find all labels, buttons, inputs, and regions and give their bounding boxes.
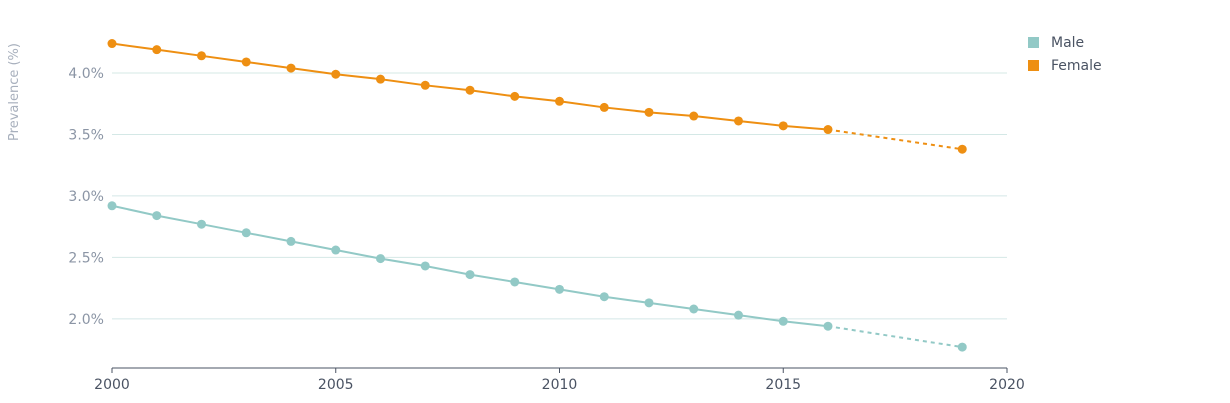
data-point-male[interactable] — [197, 219, 206, 229]
data-point-male[interactable] — [465, 270, 475, 280]
projection-line-male — [827, 325, 963, 349]
data-point-female[interactable] — [420, 80, 430, 90]
data-point-female[interactable] — [286, 63, 296, 73]
legend-swatch-male — [1028, 37, 1039, 48]
y-tick-label: 3.0% — [68, 189, 104, 205]
legend: Male Female — [1028, 31, 1102, 77]
x-tick-label: 2015 — [765, 377, 801, 393]
data-point-female[interactable] — [689, 111, 699, 121]
data-point-male[interactable] — [555, 284, 564, 294]
series-female — [107, 39, 967, 154]
projection-point-male[interactable] — [957, 342, 967, 352]
data-point-female[interactable] — [376, 74, 385, 84]
legend-item-male[interactable]: Male — [1028, 31, 1102, 54]
data-point-male[interactable] — [286, 236, 296, 246]
data-point-female[interactable] — [197, 51, 206, 61]
data-point-female[interactable] — [823, 125, 833, 135]
data-point-female[interactable] — [152, 45, 162, 55]
data-point-female[interactable] — [465, 85, 475, 95]
data-point-male[interactable] — [331, 245, 341, 255]
data-point-male[interactable] — [241, 228, 251, 238]
legend-label-male: Male — [1051, 34, 1085, 51]
projection-line-female — [827, 128, 963, 151]
legend-swatch-female — [1028, 60, 1039, 71]
x-tick-label: 2005 — [318, 377, 354, 393]
y-axis-title: Prevalence (%) — [7, 43, 22, 141]
data-point-female[interactable] — [510, 91, 520, 101]
data-point-female[interactable] — [778, 121, 788, 131]
series-male — [107, 201, 967, 352]
projection-point-female[interactable] — [957, 144, 967, 154]
data-point-male[interactable] — [107, 201, 117, 211]
y-tick-label: 2.5% — [68, 250, 104, 266]
data-point-female[interactable] — [107, 39, 117, 49]
data-point-male[interactable] — [510, 277, 520, 287]
data-point-female[interactable] — [734, 116, 743, 126]
data-point-male[interactable] — [599, 292, 609, 302]
y-tick-label: 2.0% — [68, 312, 104, 328]
x-tick-label: 2000 — [94, 377, 130, 393]
y-tick-label: 3.5% — [68, 127, 104, 143]
legend-label-female: Female — [1051, 57, 1102, 74]
data-point-male[interactable] — [778, 316, 788, 326]
data-point-male[interactable] — [734, 310, 743, 320]
data-point-female[interactable] — [241, 57, 251, 67]
series-line-male — [111, 204, 829, 328]
x-tick-label: 2010 — [542, 377, 578, 393]
grid-lines — [112, 72, 1007, 320]
x-tick-label: 2020 — [989, 377, 1025, 393]
y-axis: 2.0% 2.5% 3.0% 3.5% 4.0% — [68, 66, 104, 328]
data-point-male[interactable] — [823, 321, 833, 331]
x-axis: 2000 2005 2010 2015 2020 — [94, 368, 1025, 393]
data-point-female[interactable] — [331, 69, 341, 79]
y-tick-label: 4.0% — [68, 66, 104, 82]
legend-item-female[interactable]: Female — [1028, 54, 1102, 77]
data-point-male[interactable] — [420, 261, 430, 271]
data-point-female[interactable] — [555, 96, 564, 106]
data-point-male[interactable] — [152, 211, 162, 221]
data-point-female[interactable] — [599, 102, 609, 112]
data-point-male[interactable] — [644, 298, 654, 308]
data-point-male[interactable] — [376, 254, 385, 264]
data-point-male[interactable] — [689, 304, 699, 314]
data-point-female[interactable] — [644, 107, 654, 117]
series-layer — [107, 39, 967, 352]
